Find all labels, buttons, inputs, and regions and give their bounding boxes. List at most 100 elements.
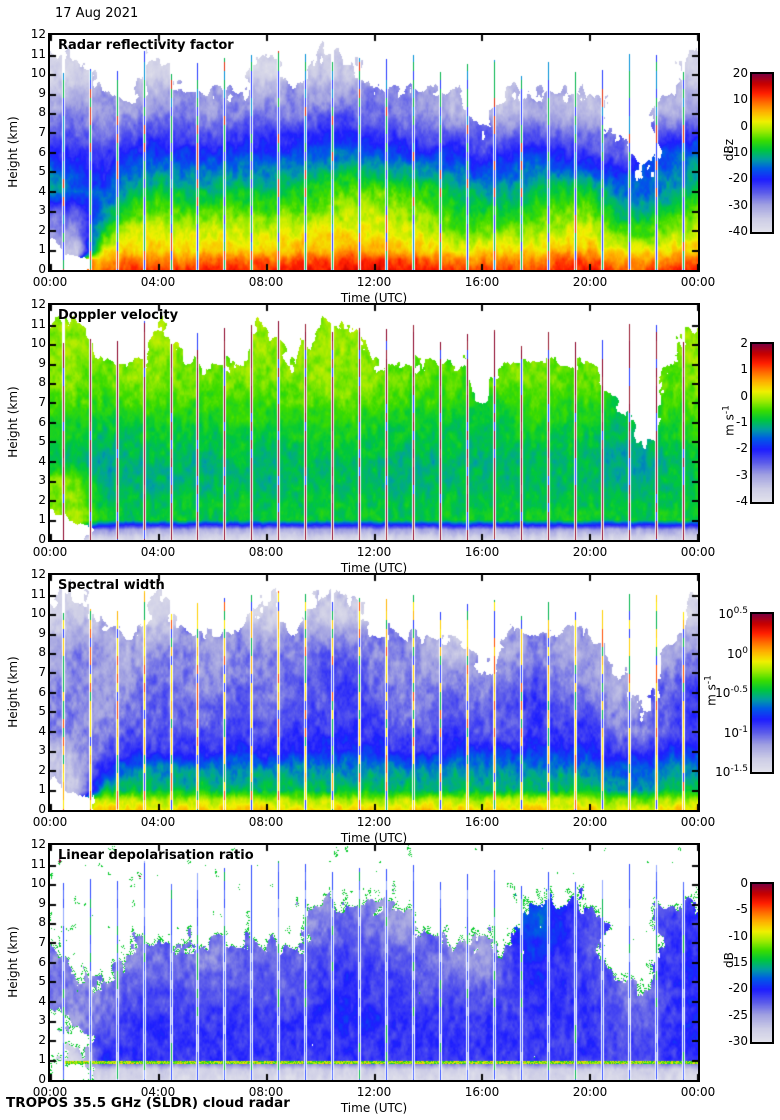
panel-reflectivity: Radar reflectivity factor Height (km) Ti… [0, 27, 780, 305]
panel-title-ldr: Linear depolarisation ratio [58, 848, 254, 863]
y-tick-label: 2 [38, 492, 46, 507]
x-tick-label: 16:00 [464, 1085, 500, 1099]
colorbar-tick-label: 100.5 [718, 606, 748, 621]
y-tick-label: 12 [30, 27, 46, 41]
y-tick-label: 9 [38, 85, 46, 100]
figure-caption: TROPOS 35.5 GHz (SLDR) cloud radar [6, 1095, 290, 1111]
y-tick-label: 5 [38, 704, 46, 719]
y-tick-label: 8 [38, 105, 46, 120]
y-tick-label: 11 [30, 586, 46, 601]
x-tick-label: 20:00 [572, 545, 608, 559]
y-tick-label: 10 [30, 336, 46, 351]
y-tick-label: 12 [30, 837, 46, 851]
y-tick-label: 7 [38, 664, 46, 679]
x-tick-label: 12:00 [356, 1085, 392, 1099]
y-tick-label: 0 [38, 532, 46, 546]
heatmap-canvas-ldr [50, 845, 698, 1080]
colorbar-tick-label: 10-1 [723, 724, 748, 740]
y-tick-label: 7 [38, 934, 46, 949]
x-tick-label: 00:00 [680, 1085, 716, 1099]
x-tick-label: 00:00 [680, 275, 716, 289]
y-tick-label: 6 [38, 684, 46, 699]
x-tick-label: 20:00 [572, 815, 608, 829]
colorbar-tick-label: 0 [740, 388, 748, 403]
x-tick-label: 00:00 [32, 275, 68, 289]
panel-spectral-width: Spectral width Height (km) Time (UTC) m … [0, 567, 780, 845]
x-tick-label: 04:00 [140, 815, 176, 829]
y-tick-label: 10 [30, 66, 46, 81]
colorbar-tick-label: -20 [728, 981, 748, 996]
heatmap-canvas-reflectivity [50, 35, 698, 270]
heatmap-canvas-spectral-width [50, 575, 698, 810]
panel-title-spectral-width: Spectral width [58, 578, 165, 593]
colorbar-tick-label: -2 [736, 441, 748, 456]
colorbar-tick-label: 20 [732, 66, 748, 80]
y-tick-label: 0 [38, 1072, 46, 1086]
colorbar-tick-label: -3 [736, 467, 748, 482]
y-tick-label: 7 [38, 394, 46, 409]
x-tick-label: 08:00 [248, 815, 284, 829]
y-tick-label: 1 [38, 782, 46, 797]
colorbar-tick-label: 100 [726, 645, 748, 661]
colorbar-tick-label: -10 [728, 928, 748, 943]
x-tick-label: 12:00 [356, 815, 392, 829]
x-axis-label: Time (UTC) [340, 291, 408, 305]
y-tick-label: 8 [38, 375, 46, 390]
y-tick-label: 9 [38, 895, 46, 910]
y-tick-label: 12 [30, 567, 46, 581]
y-tick-label: 3 [38, 473, 46, 488]
y-tick-label: 5 [38, 434, 46, 449]
y-tick-label: 4 [38, 723, 46, 738]
y-tick-label: 5 [38, 164, 46, 179]
x-axis-label: Time (UTC) [340, 1101, 408, 1115]
colorbar-tick-label: -30 [728, 197, 748, 212]
colorbar-tick-label: -20 [728, 171, 748, 186]
y-tick-label: 9 [38, 625, 46, 640]
y-tick-label: 6 [38, 144, 46, 159]
x-tick-label: 00:00 [32, 1085, 68, 1099]
x-tick-label: 04:00 [140, 1085, 176, 1099]
colorbar-tick-label: -40 [728, 224, 748, 238]
y-tick-label: 1 [38, 242, 46, 257]
colorbar-tick-label: 10-1.5 [715, 764, 748, 779]
colorbar-tick-label: 2 [740, 336, 748, 350]
x-tick-label: 12:00 [356, 275, 392, 289]
x-tick-label: 00:00 [680, 545, 716, 559]
x-tick-label: 04:00 [140, 275, 176, 289]
x-tick-label: 16:00 [464, 545, 500, 559]
panel-doppler-velocity: Doppler velocity Height (km) Time (UTC) … [0, 297, 780, 575]
y-tick-label: 8 [38, 645, 46, 660]
x-tick-label: 00:00 [680, 815, 716, 829]
y-tick-label: 6 [38, 954, 46, 969]
y-tick-label: 6 [38, 414, 46, 429]
x-tick-label: 20:00 [572, 1085, 608, 1099]
colorbar-tick-label: 0 [740, 118, 748, 133]
plot-frame: Linear depolarisation ratio [48, 843, 700, 1082]
panel-title-doppler-velocity: Doppler velocity [58, 308, 179, 323]
y-tick-label: 2 [38, 1032, 46, 1047]
y-tick-label: 3 [38, 743, 46, 758]
colorbar-tick-label: -25 [728, 1007, 748, 1022]
y-tick-label: 1 [38, 1052, 46, 1067]
y-tick-label: 4 [38, 183, 46, 198]
y-tick-label: 4 [38, 993, 46, 1008]
y-tick-label: 1 [38, 512, 46, 527]
y-tick-label: 3 [38, 1013, 46, 1028]
date-label: 17 Aug 2021 [55, 6, 139, 21]
colorbar-tick-label: -4 [736, 494, 748, 508]
colorbar-tick-label: -10 [728, 145, 748, 159]
x-tick-label: 08:00 [248, 545, 284, 559]
y-tick-label: 12 [30, 297, 46, 311]
x-tick-label: 00:00 [32, 815, 68, 829]
colorbar-tick-label: 0 [740, 876, 748, 890]
y-tick-label: 3 [38, 203, 46, 218]
colorbar-tick-label: 10 [732, 92, 748, 107]
colorbar-canvas-ldr [750, 882, 774, 1044]
plot-frame: Doppler velocity [48, 303, 700, 542]
y-tick-label: 8 [38, 915, 46, 930]
y-tick-label: 2 [38, 762, 46, 777]
panel-title-reflectivity: Radar reflectivity factor [58, 38, 234, 53]
colorbar-tick-label: -15 [728, 955, 748, 969]
y-tick-label: 4 [38, 453, 46, 468]
